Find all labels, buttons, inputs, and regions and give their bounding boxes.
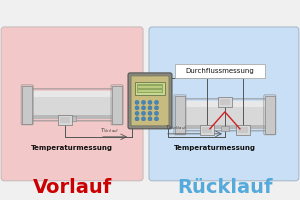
Bar <box>138 86 162 88</box>
Bar <box>183 107 267 125</box>
Bar <box>135 82 165 95</box>
FancyBboxPatch shape <box>1 27 143 181</box>
Circle shape <box>135 100 139 104</box>
FancyBboxPatch shape <box>128 73 172 129</box>
Bar <box>236 125 250 135</box>
Bar <box>175 64 265 78</box>
Circle shape <box>154 111 158 115</box>
Circle shape <box>142 111 146 115</box>
Bar <box>183 101 267 107</box>
Bar <box>30 91 114 97</box>
Circle shape <box>148 106 152 110</box>
Text: Temperaturmessung: Temperaturmessung <box>174 145 256 151</box>
Circle shape <box>148 100 152 104</box>
Circle shape <box>148 117 152 121</box>
Bar <box>68 116 76 121</box>
Circle shape <box>142 117 146 121</box>
Bar <box>183 125 267 129</box>
Circle shape <box>154 106 158 110</box>
FancyBboxPatch shape <box>149 27 299 181</box>
Bar <box>22 86 32 124</box>
Bar <box>137 84 163 93</box>
Bar <box>265 96 275 134</box>
Circle shape <box>148 111 152 115</box>
Bar <box>30 97 114 115</box>
Bar <box>138 90 162 92</box>
Bar <box>30 115 114 119</box>
Circle shape <box>135 106 139 110</box>
Text: $T_{R\ddot{u}cklauf}$: $T_{R\ddot{u}cklauf}$ <box>165 123 188 132</box>
Bar <box>200 125 214 135</box>
Text: Vorlauf: Vorlauf <box>32 178 112 197</box>
Bar <box>218 97 232 107</box>
FancyBboxPatch shape <box>131 76 169 126</box>
Bar <box>175 96 185 134</box>
Bar <box>221 126 229 131</box>
Circle shape <box>142 100 146 104</box>
Text: Rücklauf: Rücklauf <box>177 178 273 197</box>
Circle shape <box>154 100 158 104</box>
Bar <box>60 117 70 123</box>
Bar <box>220 99 230 105</box>
Bar <box>112 86 122 124</box>
Bar <box>202 127 212 133</box>
Circle shape <box>154 117 158 121</box>
Bar <box>238 127 248 133</box>
Circle shape <box>135 117 139 121</box>
Circle shape <box>135 111 139 115</box>
Text: Durchflussmessung: Durchflussmessung <box>185 68 254 74</box>
Circle shape <box>142 106 146 110</box>
Bar <box>58 115 72 125</box>
Text: Temperaturmessung: Temperaturmessung <box>31 145 113 151</box>
Text: $T_{Vorlauf}$: $T_{Vorlauf}$ <box>100 126 120 135</box>
